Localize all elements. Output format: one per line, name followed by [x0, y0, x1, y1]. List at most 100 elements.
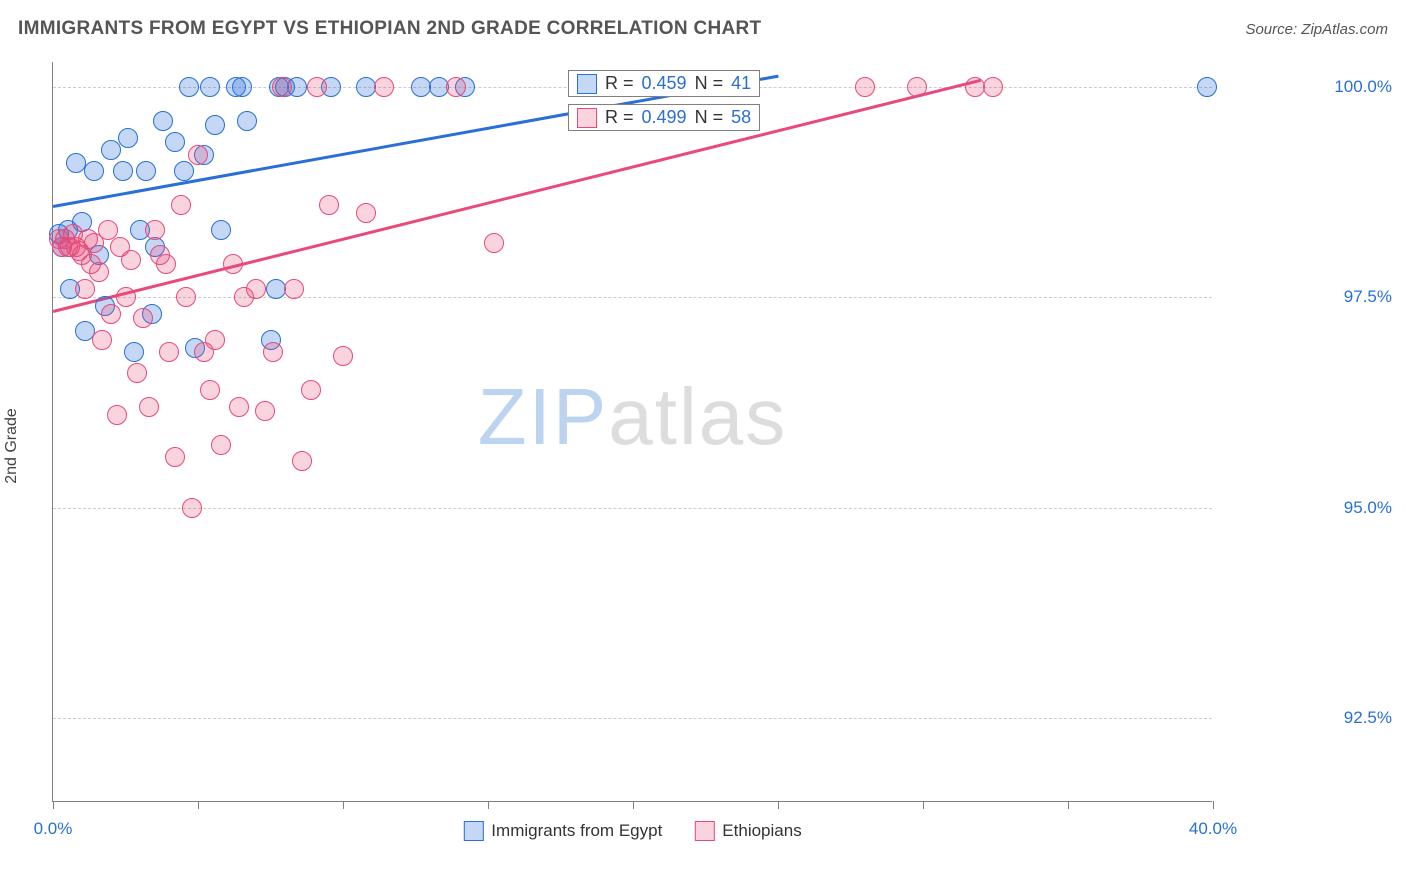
stats-n-label: N = [695, 73, 724, 94]
scatter-marker [333, 346, 353, 366]
scatter-marker [176, 287, 196, 307]
x-tick-mark [1068, 801, 1069, 809]
scatter-marker [92, 330, 112, 350]
stats-r-value: 0.499 [642, 107, 687, 128]
scatter-marker [272, 77, 292, 97]
y-tick-label: 92.5% [1222, 708, 1392, 728]
scatter-marker [101, 304, 121, 324]
x-tick-mark [53, 801, 54, 809]
scatter-marker [229, 397, 249, 417]
scatter-marker [263, 342, 283, 362]
scatter-marker [127, 363, 147, 383]
scatter-marker [319, 195, 339, 215]
stats-r-value: 0.459 [642, 73, 687, 94]
y-tick-label: 95.0% [1222, 498, 1392, 518]
legend-item: Ethiopians [694, 821, 801, 841]
scatter-marker [124, 342, 144, 362]
scatter-marker [84, 161, 104, 181]
scatter-marker [171, 195, 191, 215]
scatter-marker [133, 308, 153, 328]
scatter-marker [113, 161, 133, 181]
scatter-marker [292, 451, 312, 471]
chart-title: IMMIGRANTS FROM EGYPT VS ETHIOPIAN 2ND G… [18, 18, 761, 40]
stats-r-label: R = [605, 107, 634, 128]
legend-swatch [577, 74, 597, 94]
scatter-marker [356, 203, 376, 223]
scatter-marker [121, 250, 141, 270]
scatter-marker [165, 132, 185, 152]
stats-n-value: 58 [731, 107, 751, 128]
x-tick-mark [633, 801, 634, 809]
legend-swatch [694, 821, 714, 841]
scatter-marker [284, 279, 304, 299]
scatter-marker [907, 77, 927, 97]
stats-box: R = 0.459 N = 41 [568, 70, 760, 97]
scatter-marker [174, 161, 194, 181]
scatter-marker [205, 330, 225, 350]
scatter-marker [211, 435, 231, 455]
source-label: Source: ZipAtlas.com [1245, 21, 1388, 38]
watermark: ZIPatlas [478, 371, 787, 463]
scatter-marker [136, 161, 156, 181]
scatter-marker [179, 77, 199, 97]
x-tick-label: 0.0% [34, 819, 73, 839]
x-tick-label: 40.0% [1189, 819, 1237, 839]
y-tick-label: 100.0% [1222, 77, 1392, 97]
stats-n-label: N = [695, 107, 724, 128]
legend-swatch [463, 821, 483, 841]
x-tick-mark [343, 801, 344, 809]
gridline-h [53, 297, 1212, 298]
scatter-marker [255, 401, 275, 421]
bottom-legend: Immigrants from Egypt Ethiopians [463, 821, 801, 841]
x-tick-mark [923, 801, 924, 809]
scatter-marker [165, 447, 185, 467]
legend-label: Immigrants from Egypt [491, 821, 662, 841]
scatter-marker [855, 77, 875, 97]
trend-line [53, 79, 982, 313]
scatter-marker [107, 405, 127, 425]
scatter-marker [101, 140, 121, 160]
scatter-marker [205, 115, 225, 135]
scatter-marker [75, 279, 95, 299]
scatter-marker [159, 342, 179, 362]
scatter-marker [200, 77, 220, 97]
scatter-marker [118, 128, 138, 148]
scatter-marker [246, 279, 266, 299]
scatter-marker [374, 77, 394, 97]
legend-label: Ethiopians [722, 821, 801, 841]
scatter-marker [983, 77, 1003, 97]
x-tick-mark [198, 801, 199, 809]
scatter-marker [200, 380, 220, 400]
scatter-marker [211, 220, 231, 240]
scatter-marker [188, 145, 208, 165]
x-tick-mark [778, 801, 779, 809]
y-tick-label: 97.5% [1222, 287, 1392, 307]
scatter-marker [1197, 77, 1217, 97]
watermark-atlas: atlas [608, 372, 787, 461]
scatter-marker [232, 77, 252, 97]
scatter-marker [116, 287, 136, 307]
scatter-marker [156, 254, 176, 274]
scatter-marker [301, 380, 321, 400]
legend-swatch [577, 108, 597, 128]
stats-n-value: 41 [731, 73, 751, 94]
gridline-h [53, 508, 1212, 509]
scatter-marker [139, 397, 159, 417]
scatter-marker [89, 262, 109, 282]
scatter-plot-area: ZIPatlas 92.5%95.0%97.5%100.0%0.0%40.0%R… [52, 62, 1212, 802]
scatter-marker [446, 77, 466, 97]
x-tick-mark [488, 801, 489, 809]
watermark-zip: ZIP [478, 372, 608, 461]
scatter-marker [145, 220, 165, 240]
y-axis-title: 2nd Grade [3, 408, 21, 484]
x-tick-mark [1213, 801, 1214, 809]
scatter-marker [237, 111, 257, 131]
stats-r-label: R = [605, 73, 634, 94]
gridline-h [53, 718, 1212, 719]
scatter-marker [307, 77, 327, 97]
scatter-marker [182, 498, 202, 518]
stats-box: R = 0.499 N = 58 [568, 104, 760, 131]
scatter-marker [223, 254, 243, 274]
scatter-marker [153, 111, 173, 131]
scatter-marker [484, 233, 504, 253]
